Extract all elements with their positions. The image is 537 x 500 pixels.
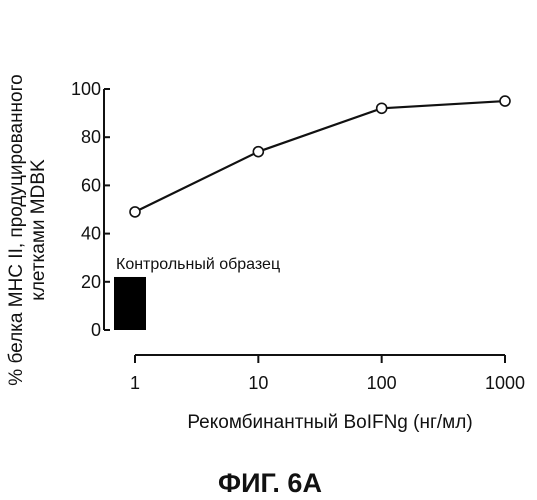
y-axis: 0 20 40 60 80 100 bbox=[71, 79, 110, 340]
x-axis: 1 10 100 1000 bbox=[130, 355, 525, 393]
data-series bbox=[130, 96, 510, 217]
y-axis-title-line-2: клетками MDBK bbox=[28, 159, 49, 301]
control-bar bbox=[114, 277, 146, 330]
x-tick-label: 100 bbox=[367, 373, 397, 393]
data-point bbox=[130, 207, 140, 217]
y-tick-label: 40 bbox=[81, 224, 101, 244]
data-point bbox=[253, 147, 263, 157]
data-point bbox=[377, 103, 387, 113]
control-label: Контрольный образец bbox=[116, 256, 280, 273]
figure-caption: ФИГ. 6А bbox=[218, 468, 322, 498]
data-point bbox=[500, 96, 510, 106]
y-tick-label: 0 bbox=[91, 320, 101, 340]
y-tick-label: 20 bbox=[81, 272, 101, 292]
x-tick-label: 1 bbox=[130, 373, 140, 393]
series-line bbox=[135, 101, 505, 212]
y-tick-label: 100 bbox=[71, 79, 101, 99]
control-sample: Контрольный образец bbox=[114, 256, 280, 330]
y-axis-title-line-1: % белка МНС II, продуцированного bbox=[6, 74, 27, 385]
y-tick-label: 80 bbox=[81, 127, 101, 147]
y-tick-label: 60 bbox=[81, 175, 101, 195]
x-tick-label: 10 bbox=[248, 373, 268, 393]
x-axis-title: Рекомбинантный BoIFNg (нг/мл) bbox=[187, 412, 472, 433]
x-tick-label: 1000 bbox=[485, 373, 525, 393]
